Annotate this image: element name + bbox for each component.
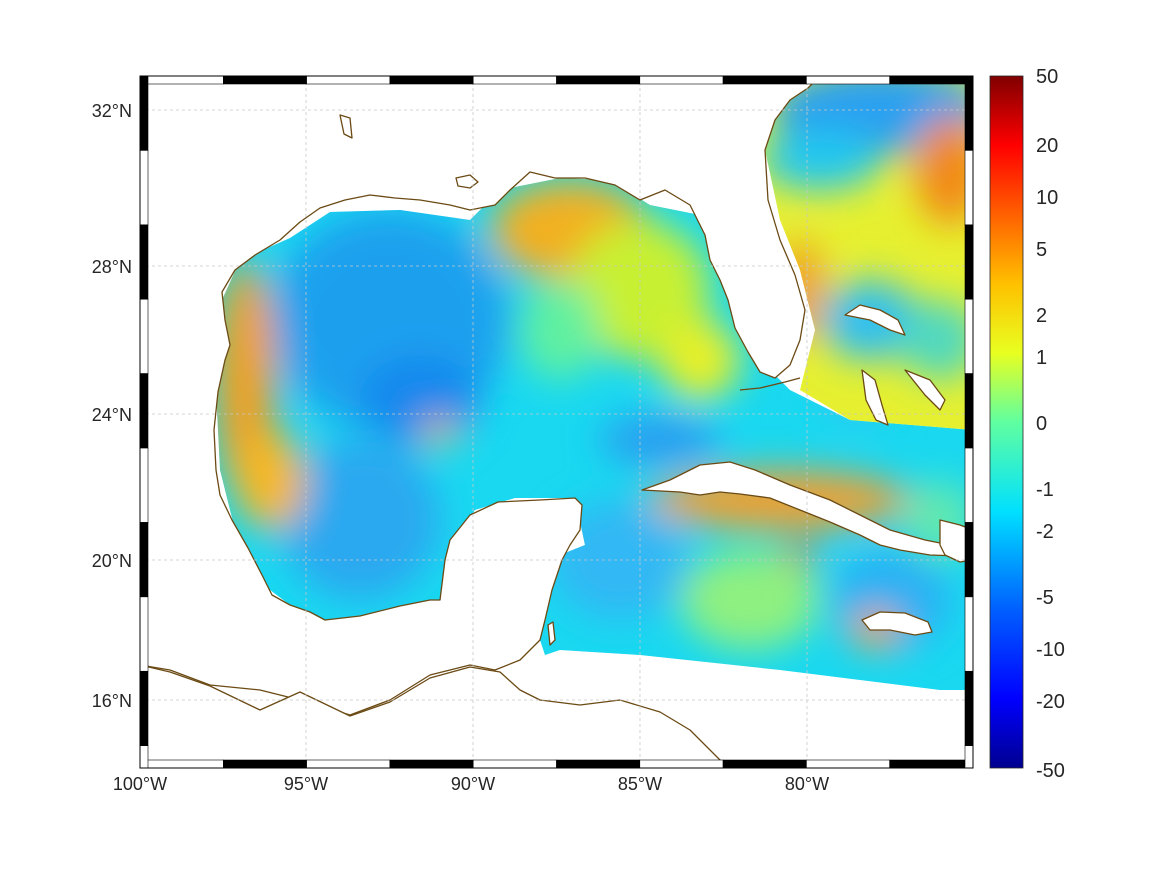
lon-label-100w: 100°W	[113, 774, 167, 794]
lat-label-16n: 16°N	[92, 691, 132, 711]
colorbar-tick-1: 1	[1036, 347, 1047, 369]
frame-segment-right	[964, 298, 974, 374]
frame-segment-left	[139, 224, 149, 300]
frame-segment-top	[556, 75, 641, 85]
lon-label-85w: 85°W	[618, 774, 662, 794]
colorbar-tick-neg5: -5	[1036, 587, 1054, 609]
frame-segment-right	[964, 596, 974, 672]
colorbar-tick-50: 50	[1036, 66, 1058, 88]
lat-label-28n: 28°N	[92, 257, 132, 277]
frame-segment-right	[964, 670, 974, 746]
louisiana-islands	[339, 114, 479, 189]
frame-segment-bottom	[556, 759, 641, 769]
frame-segment-bottom	[889, 759, 974, 769]
cozumel	[547, 621, 556, 646]
frame-segment-top	[722, 75, 807, 85]
frame-segment-top	[639, 75, 724, 85]
colorbar-tick-20: 20	[1036, 135, 1058, 157]
frame-segment-left	[139, 447, 149, 523]
florida-keys	[739, 377, 801, 391]
frame-segment-left	[139, 745, 149, 769]
colorbar-gradient	[989, 75, 1024, 769]
frame-segment-right	[964, 75, 974, 151]
frame-segment-top	[139, 75, 224, 85]
bahamas	[844, 304, 946, 426]
colorbar-tick-0: 0	[1036, 413, 1047, 435]
frame-segment-left	[139, 596, 149, 672]
colorbar-tick-5: 5	[1036, 239, 1047, 261]
colorbar-ticks: 50 20 10 5 2 1 0 -1 -2 -5 -10 -20 -50	[1036, 66, 1065, 782]
latitude-axis: 32°N 28°N 24°N 20°N 16°N	[92, 101, 132, 711]
frame-segment-right	[964, 745, 974, 769]
lat-label-32n: 32°N	[92, 101, 132, 121]
colorbar-tick-2: 2	[1036, 305, 1047, 327]
colorbar-tick-neg1: -1	[1036, 479, 1054, 501]
frame-segment-top	[806, 75, 891, 85]
frame-segment-bottom	[806, 759, 891, 769]
frame-segment-top	[306, 75, 391, 85]
us-mainland	[140, 76, 973, 716]
lat-label-24n: 24°N	[92, 405, 132, 425]
frame-outline	[139, 75, 974, 769]
frame-segment-bottom	[306, 759, 391, 769]
lat-label-20n: 20°N	[92, 551, 132, 571]
frame-segment-top	[889, 75, 974, 85]
colorbar-tick-neg20: -20	[1036, 691, 1065, 713]
frame-segment-right	[964, 447, 974, 523]
lon-label-80w: 80°W	[785, 774, 829, 794]
colorbar-tick-neg2: -2	[1036, 521, 1054, 543]
frame-segment-left	[139, 150, 149, 226]
frame-segment-left	[139, 373, 149, 449]
frame-segment-left	[139, 670, 149, 746]
map-frame	[139, 75, 974, 769]
frame-segment-top	[223, 75, 307, 85]
frame-segment-bottom	[722, 759, 807, 769]
longitude-axis: 100°W 95°W 90°W 85°W 80°W	[113, 774, 829, 794]
colorbar-tick-neg10: -10	[1036, 639, 1065, 661]
frame-segment-right	[964, 522, 974, 598]
jamaica	[861, 611, 933, 636]
frame-segment-bottom	[223, 759, 307, 769]
central-america	[140, 664, 738, 768]
frame-segment-right	[964, 150, 974, 226]
frame-segment-bottom	[389, 759, 474, 769]
colorbar: 50 20 10 5 2 1 0 -1 -2 -5 -10 -20 -50	[989, 66, 1065, 782]
frame-segment-right	[964, 373, 974, 449]
frame-segment-left	[139, 522, 149, 598]
frame-segment-bottom	[639, 759, 724, 769]
frame-segment-left	[139, 298, 149, 374]
gridlines	[140, 76, 973, 768]
frame-segment-left	[139, 75, 149, 151]
frame-segment-bottom	[139, 759, 224, 769]
colorbar-tick-10: 10	[1036, 187, 1058, 209]
colorbar-tick-neg50: -50	[1036, 760, 1065, 782]
lon-label-90w: 90°W	[451, 774, 495, 794]
frame-segment-top	[389, 75, 474, 85]
frame-segment-top	[472, 75, 557, 85]
frame-segment-bottom	[472, 759, 557, 769]
frame-segment-right	[964, 224, 974, 300]
lon-label-95w: 95°W	[284, 774, 328, 794]
